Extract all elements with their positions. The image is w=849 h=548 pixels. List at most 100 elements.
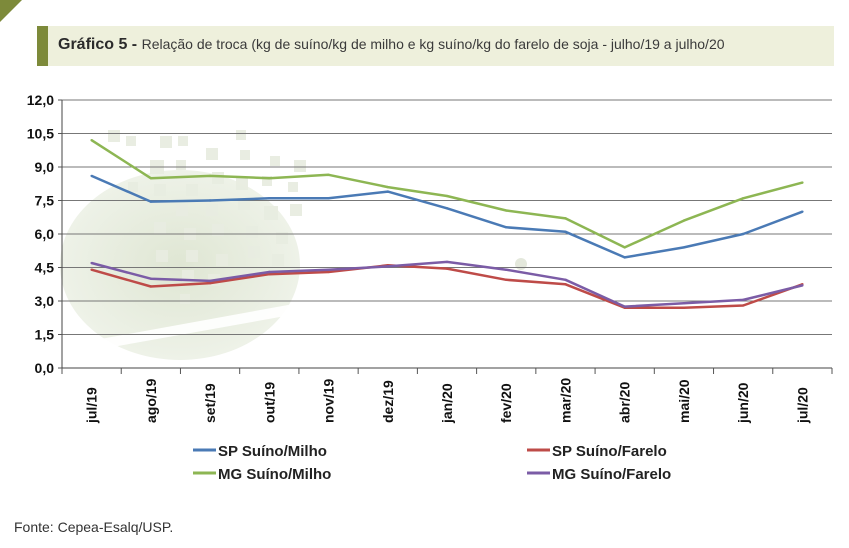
data-point bbox=[682, 246, 686, 249]
mosaic-square bbox=[288, 182, 298, 192]
mosaic-square bbox=[246, 226, 258, 238]
y-tick-label: 6,0 bbox=[35, 226, 55, 242]
y-tick-label: 10,5 bbox=[27, 126, 54, 142]
mosaic-square bbox=[186, 250, 198, 262]
data-point bbox=[682, 302, 686, 305]
data-point bbox=[90, 261, 93, 265]
mosaic-square bbox=[128, 182, 138, 192]
mosaic-square bbox=[276, 232, 288, 244]
y-tick-label: 1,5 bbox=[35, 327, 55, 343]
mosaic-square bbox=[212, 172, 224, 184]
data-point bbox=[90, 174, 93, 178]
data-point bbox=[208, 174, 212, 178]
source-note: Fonte: Cepea-Esalq/USP. bbox=[14, 519, 174, 535]
mosaic-square bbox=[176, 160, 186, 170]
data-point bbox=[90, 139, 93, 142]
data-point bbox=[741, 298, 745, 302]
legend-label: SP Suíno/Milho bbox=[218, 443, 327, 460]
mosaic-square bbox=[236, 130, 246, 140]
chart-label: Gráfico 5 - bbox=[58, 36, 138, 53]
data-point bbox=[208, 279, 212, 283]
x-tick-label: mar/20 bbox=[557, 378, 573, 423]
data-point bbox=[445, 194, 449, 198]
data-point bbox=[208, 199, 212, 202]
x-tick-label: nov/19 bbox=[321, 378, 337, 423]
x-tick-label: out/19 bbox=[261, 382, 277, 423]
mosaic-square bbox=[108, 130, 120, 142]
data-point bbox=[386, 185, 389, 189]
x-tick-label: set/19 bbox=[202, 383, 218, 423]
title-accent-bar bbox=[37, 26, 48, 66]
grid-lines bbox=[62, 99, 832, 335]
mosaic-square bbox=[178, 136, 188, 146]
line-chart: 0,0 1,5 3,0 4,5 6,0 7,5 9,0 10,5 12,0 jul/19 ago/… bbox=[27, 92, 833, 483]
y-tick-label: 0,0 bbox=[35, 360, 55, 376]
data-point bbox=[741, 232, 745, 236]
data-point bbox=[327, 268, 330, 271]
legend-label: MG Suíno/Milho bbox=[218, 466, 331, 483]
mosaic-square bbox=[154, 184, 166, 196]
data-point bbox=[268, 176, 271, 180]
data-point bbox=[445, 267, 449, 270]
mosaic-square bbox=[126, 136, 136, 146]
x-tick-label: jan/20 bbox=[439, 383, 455, 424]
y-tick-label: 7,5 bbox=[35, 193, 55, 209]
x-tick-label: mai/20 bbox=[676, 379, 692, 423]
mosaic-square bbox=[264, 206, 278, 220]
data-point bbox=[149, 200, 153, 203]
legend-label: MG Suíno/Farelo bbox=[552, 466, 671, 483]
data-point bbox=[801, 284, 804, 287]
data-point bbox=[327, 173, 330, 177]
mosaic-square bbox=[236, 178, 248, 190]
data-point bbox=[505, 226, 508, 229]
data-point bbox=[564, 283, 567, 286]
x-tick-label: abr/20 bbox=[617, 382, 633, 423]
data-point bbox=[682, 306, 686, 309]
y-tick-label: 12,0 bbox=[27, 92, 54, 108]
data-point bbox=[386, 190, 389, 193]
title-bar bbox=[37, 26, 834, 66]
data-point bbox=[386, 265, 389, 268]
legend-label: SP Suíno/Farelo bbox=[552, 443, 667, 460]
data-point bbox=[623, 246, 626, 249]
mosaic-square bbox=[186, 184, 198, 196]
x-tick-label: ago/19 bbox=[143, 378, 159, 423]
legend: SP Suíno/Milho SP Suíno/Farelo MG Suíno/Mi… bbox=[193, 443, 671, 483]
data-point bbox=[682, 219, 686, 222]
mosaic-square bbox=[156, 250, 168, 262]
data-point bbox=[327, 197, 330, 200]
data-point bbox=[505, 268, 508, 271]
data-point bbox=[327, 270, 330, 274]
mosaic-square bbox=[294, 160, 306, 172]
chart-subtitle: Relação de troca (kg de suíno/kg de milh… bbox=[141, 36, 725, 52]
y-tick-label: 4,5 bbox=[35, 260, 55, 276]
data-point bbox=[90, 268, 93, 271]
mosaic-square bbox=[270, 156, 280, 166]
mosaic-square bbox=[160, 136, 172, 148]
mosaic-square bbox=[154, 222, 166, 234]
x-axis-ticks: jul/19 ago/19 set/19 out/19 nov/19 dez/19 jan/… bbox=[61, 368, 833, 424]
corner-accent bbox=[0, 0, 22, 22]
mosaic-square bbox=[216, 254, 228, 266]
x-tick-label: dez/19 bbox=[380, 380, 396, 423]
y-axis-ticks: 0,0 1,5 3,0 4,5 6,0 7,5 9,0 10,5 12,0 bbox=[27, 92, 62, 376]
mosaic-square bbox=[176, 204, 188, 216]
mosaic-square bbox=[240, 150, 250, 160]
data-point bbox=[505, 209, 508, 212]
data-point bbox=[505, 278, 508, 281]
data-point bbox=[208, 281, 212, 285]
data-point bbox=[268, 273, 271, 276]
x-tick-label: jul/19 bbox=[84, 387, 100, 424]
data-point bbox=[564, 278, 567, 281]
data-point bbox=[801, 210, 804, 213]
data-point bbox=[445, 260, 449, 264]
mosaic-square bbox=[290, 204, 302, 216]
y-tick-label: 9,0 bbox=[35, 159, 55, 175]
y-tick-label: 3,0 bbox=[35, 293, 55, 309]
data-point bbox=[445, 207, 449, 210]
data-point bbox=[268, 270, 271, 274]
mosaic-square bbox=[272, 254, 284, 266]
mosaic-square bbox=[180, 294, 190, 304]
data-point bbox=[741, 197, 745, 200]
data-point bbox=[741, 304, 745, 307]
